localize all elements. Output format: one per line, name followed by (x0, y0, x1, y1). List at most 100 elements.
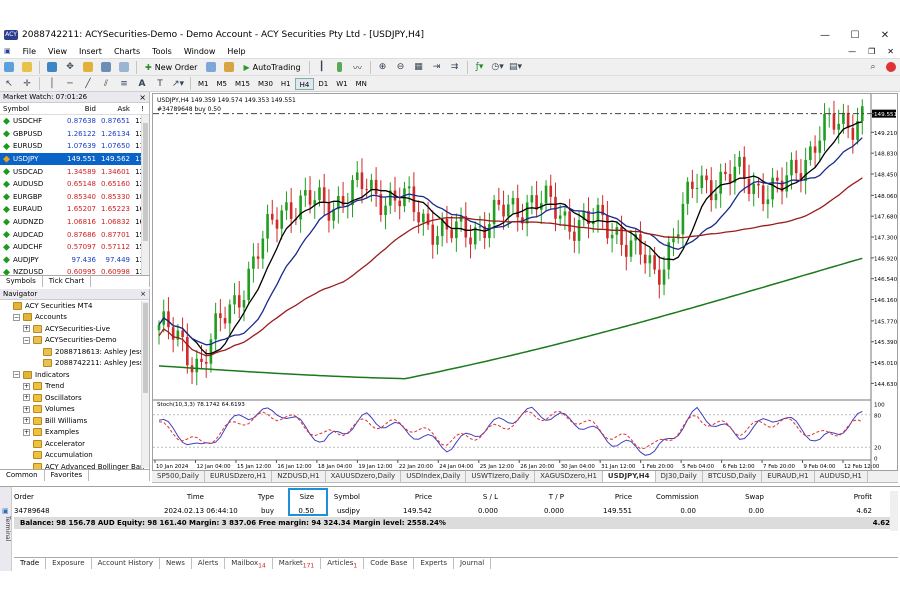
market-watch-icon[interactable] (45, 60, 59, 74)
navigator-item[interactable]: Accumulation (0, 450, 149, 462)
navigator-item[interactable]: − Indicators (0, 369, 149, 381)
expand-icon[interactable]: + (23, 417, 30, 425)
cursor-icon[interactable]: ↖ (5, 78, 13, 89)
tab-favorites[interactable]: Favorites (45, 470, 90, 481)
bar-chart-icon[interactable]: ┃ (318, 62, 325, 72)
notifications-icon[interactable] (884, 60, 898, 74)
column-header-ask[interactable]: Ask (117, 104, 131, 113)
search-icon[interactable]: ⌕ (870, 62, 876, 72)
navigator-item[interactable]: + Examples (0, 427, 149, 439)
label-tool-icon[interactable]: T (157, 78, 163, 89)
horizontal-line-icon[interactable]: ─ (67, 78, 73, 89)
market-watch-row[interactable]: AUDJPY 97.436 97.449 13 (0, 254, 149, 267)
timeframe-h1[interactable]: H1 (280, 79, 291, 88)
market-watch-row[interactable]: EURAUD 1.65207 1.65223 16 (0, 203, 149, 216)
market-watch-row[interactable]: USDCHF 0.87638 0.87651 13 (0, 115, 149, 128)
zoom-out-icon[interactable]: ⊖ (396, 62, 405, 72)
menu-insert[interactable]: Insert (79, 46, 102, 56)
market-watch-row[interactable]: AUDUSD 0.65148 0.65160 12 (0, 178, 149, 191)
navigator-item[interactable]: 2088742211: Ashley Jess (0, 358, 149, 370)
navigator-item[interactable]: + Trend (0, 381, 149, 393)
navigator-item[interactable]: ACY Securities MT4 (0, 300, 149, 312)
indicators-icon[interactable]: ƒ▾ (475, 62, 484, 72)
terminal-scrollbar[interactable] (890, 491, 898, 531)
market-watch-scrollbar[interactable] (141, 115, 149, 275)
chart-tab[interactable]: USDJPY,H4 (602, 471, 656, 482)
column-header[interactable]: Commission (656, 493, 699, 501)
chart-tab[interactable]: NZDUSD,H1 (272, 471, 326, 482)
profiles-icon[interactable] (20, 60, 34, 74)
menu-help[interactable]: Help (227, 46, 246, 56)
chart-tab[interactable]: AUDUSD,H1 (815, 471, 868, 482)
arrow-tool-icon[interactable]: ↗▾ (171, 78, 185, 89)
metaeditor-icon[interactable] (204, 60, 218, 74)
close-button[interactable]: ✕ (880, 29, 890, 41)
market-watch-row[interactable]: AUDNZD 1.06816 1.06832 16 (0, 216, 149, 229)
chart-tab[interactable]: EURAUD,H1 (762, 471, 815, 482)
chart-tab[interactable]: EURUSDzero,H1 (205, 471, 273, 482)
crosshair-icon[interactable]: ✛ (23, 78, 31, 89)
periods-icon[interactable]: ◷▾ (491, 62, 504, 72)
column-header[interactable]: Swap (745, 493, 764, 501)
vertical-line-icon[interactable]: │ (49, 78, 55, 89)
menu-file[interactable]: File (22, 46, 37, 56)
timeframe-m15[interactable]: M15 (235, 79, 250, 88)
navigator-item[interactable]: + ACYSecurities-Live (0, 323, 149, 335)
navigator-item[interactable]: + Oscillators (0, 392, 149, 404)
market-watch-row[interactable]: GBPUSD 1.26122 1.26134 12 (0, 128, 149, 141)
autotrading-button[interactable]: ▶ AutoTrading (243, 62, 301, 72)
expand-icon[interactable]: + (23, 405, 30, 413)
chart-tab[interactable]: XAGUSDzero,H1 (535, 471, 603, 482)
navigator-item[interactable]: − ACYSecurities-Demo (0, 335, 149, 347)
tab-tick-chart[interactable]: Tick Chart (43, 276, 92, 287)
terminal-tab[interactable]: Mailbox14 (225, 558, 273, 569)
minimize-button[interactable]: — (820, 29, 830, 41)
market-watch-row[interactable]: EURUSD 1.07639 1.07650 11 (0, 140, 149, 153)
chart-tab[interactable]: DJ30,Daily (656, 471, 703, 482)
column-header[interactable]: Price (614, 493, 632, 501)
new-chart-icon[interactable] (2, 60, 16, 74)
column-header[interactable]: Size (299, 493, 314, 501)
zoom-in-icon[interactable]: ⊕ (378, 62, 387, 72)
mdi-minimize-button[interactable]: — (848, 46, 857, 56)
terminal-tab[interactable]: Trade (14, 558, 47, 569)
autoscroll-icon[interactable]: ⇉ (450, 62, 459, 72)
expand-icon[interactable]: + (23, 394, 30, 402)
tab-symbols[interactable]: Symbols (0, 276, 43, 287)
expand-icon[interactable]: + (23, 325, 30, 333)
maximize-button[interactable]: ☐ (850, 29, 860, 41)
terminal-tab[interactable]: Experts (414, 558, 454, 569)
timeframe-mn[interactable]: MN (355, 79, 367, 88)
expand-icon[interactable]: − (23, 336, 30, 344)
timeframe-m30[interactable]: M30 (257, 79, 273, 88)
terminal-tab[interactable]: Market171 (273, 558, 322, 569)
terminal-tab[interactable]: Code Base (364, 558, 415, 569)
tile-windows-icon[interactable]: ▦ (414, 62, 423, 72)
market-watch-row[interactable]: NZDUSD 0.60995 0.60998 13 (0, 266, 149, 279)
market-watch-row[interactable]: AUDCHF 0.57097 0.57112 15 (0, 241, 149, 254)
column-header[interactable]: T / P (548, 493, 564, 501)
menu-view[interactable]: View (48, 46, 67, 56)
terminal-icon[interactable] (99, 60, 113, 74)
chart-tab[interactable]: SP500,Daily (152, 471, 205, 482)
column-header-bid[interactable]: Bid (84, 104, 96, 113)
timeframe-d1[interactable]: D1 (318, 79, 329, 88)
navigator-item[interactable]: − Accounts (0, 312, 149, 324)
column-header[interactable]: Type (257, 493, 274, 501)
line-chart-icon[interactable]: 〰 (353, 63, 363, 74)
chart-tab[interactable]: USWTIzero,Daily (466, 471, 536, 482)
chart-window[interactable]: USDJPY,H4 149.359 149.574 149.353 149.55… (152, 93, 898, 471)
timeframe-m5[interactable]: M5 (216, 79, 228, 88)
menu-window[interactable]: Window (183, 46, 216, 56)
options-icon[interactable] (222, 60, 236, 74)
close-icon[interactable]: × (140, 290, 146, 298)
menu-charts[interactable]: Charts (113, 46, 141, 56)
navigator-item[interactable]: Accelerator (0, 438, 149, 450)
expand-icon[interactable]: + (23, 382, 30, 390)
menu-app-icon[interactable]: ▣ (4, 47, 11, 55)
column-header[interactable]: Symbol (333, 493, 360, 501)
terminal-tab[interactable]: Exposure (46, 558, 92, 569)
column-header[interactable]: Time (186, 493, 204, 501)
terminal-tab[interactable]: Account History (92, 558, 160, 569)
navigator-scrollbar[interactable] (141, 301, 149, 468)
